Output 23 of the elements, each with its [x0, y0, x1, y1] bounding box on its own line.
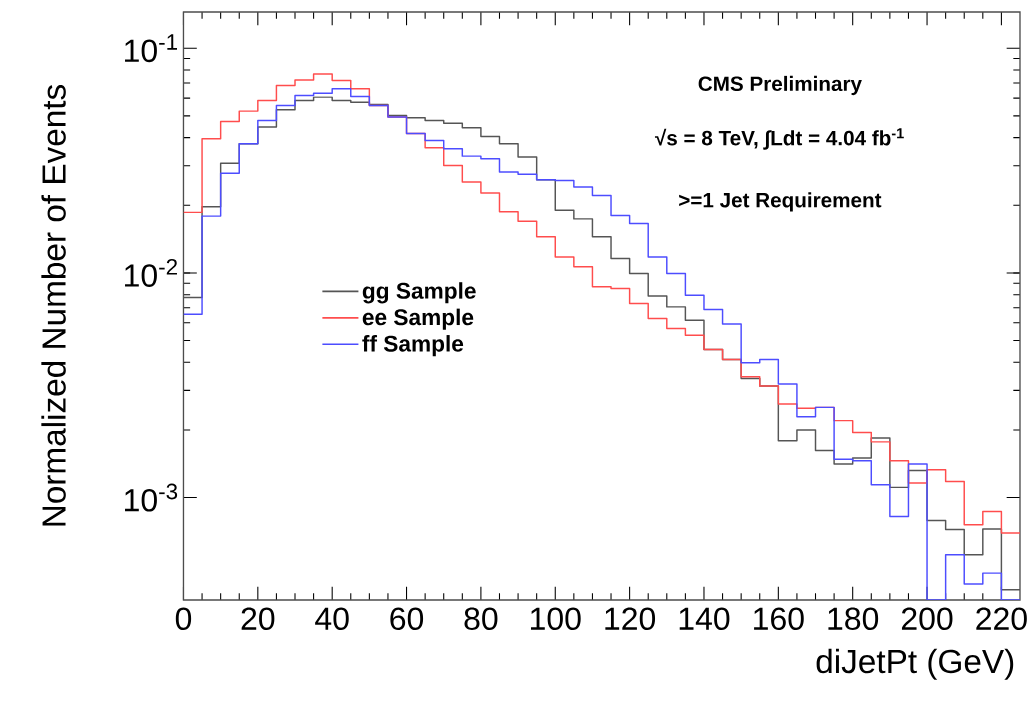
x-tick-label: 40: [315, 607, 349, 631]
legend-label: gg Sample: [362, 282, 476, 304]
x-tick-label: 180: [828, 607, 879, 631]
y-tick-label: 10$^{-1}$: [125, 34, 177, 63]
x-tick-label: 160: [754, 607, 804, 631]
x-tick-label: 200: [901, 607, 953, 631]
legend-label: ee Sample: [362, 308, 474, 330]
x-axis-title: diJetPt (GeV): [816, 648, 1014, 680]
x-tick-label: 140: [679, 607, 730, 631]
y-axis-title: Normalized Number of Events: [41, 84, 66, 526]
annotation: √s = 8 TeV, ∫Ldt = 4.04 fb$^{-1}$: [654, 128, 904, 150]
x-tick-label: 20: [241, 607, 275, 631]
x-tick-label: 60: [390, 607, 424, 631]
x-tick-label: 80: [464, 607, 498, 631]
y-tick-label: 10$^{-2}$: [125, 258, 177, 287]
x-tick-label: 0: [175, 607, 192, 631]
annotation: >=1 Jet Requirement: [679, 192, 882, 212]
legend-label: ff Sample: [362, 335, 464, 357]
y-tick-label: 10$^{-3}$: [125, 483, 178, 512]
x-tick-label: 120: [605, 607, 656, 631]
annotation: CMS Preliminary: [698, 75, 862, 96]
x-tick-label: 100: [531, 607, 581, 631]
x-tick-label: 220: [976, 607, 1027, 631]
